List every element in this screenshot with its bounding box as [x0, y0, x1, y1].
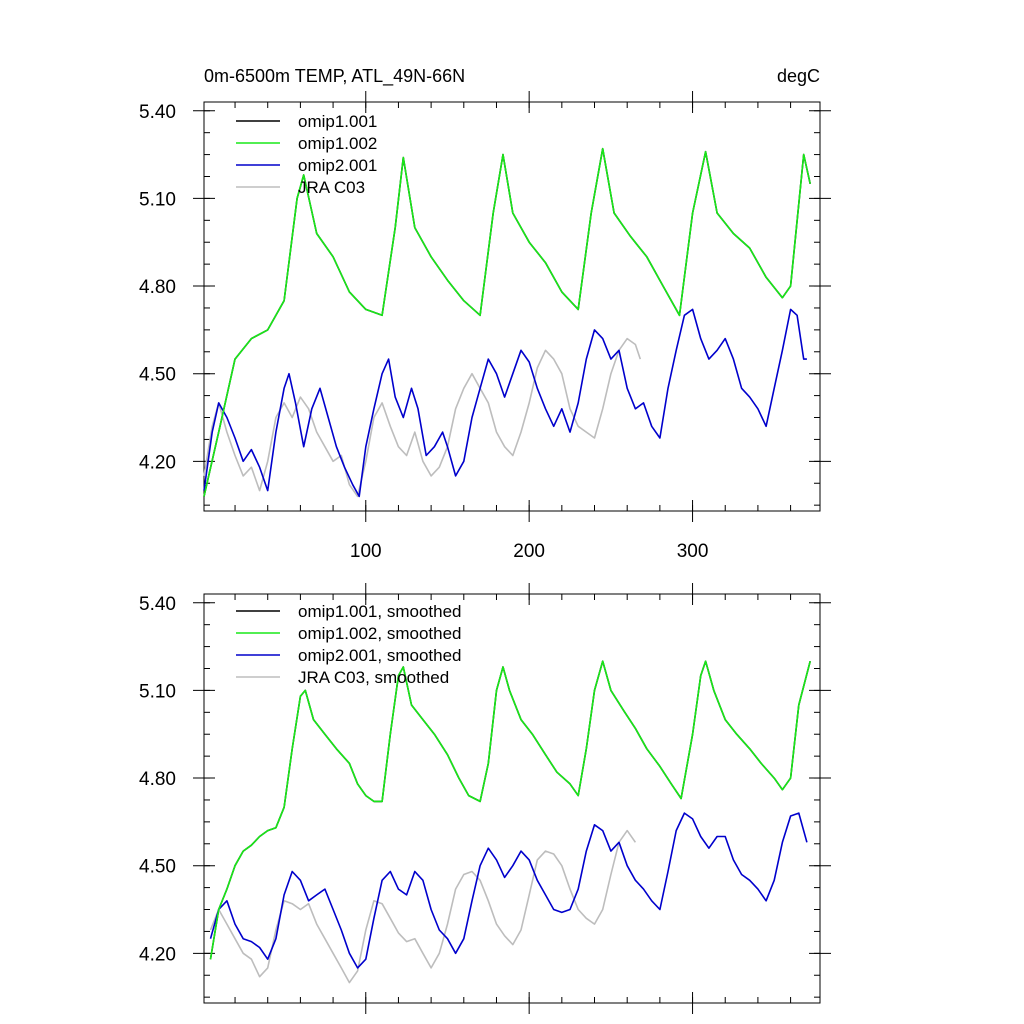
y-tick-label: 4.50	[139, 857, 176, 878]
legend-label: omip1.001, smoothed	[298, 602, 462, 621]
series-line	[209, 812, 808, 969]
legend-label: omip2.001, smoothed	[298, 646, 462, 665]
y-tick-label: 5.40	[139, 102, 176, 123]
panel-top: 0m-6500m TEMP, ATL_49N-66N degC 4.20 4.50…	[139, 66, 831, 562]
y-tick-label: 4.80	[139, 277, 176, 298]
series-line	[203, 308, 807, 498]
x-tick-label: 100	[350, 541, 382, 562]
plot-frame	[203, 101, 821, 512]
y-tick-label: 5.40	[139, 594, 176, 615]
legend-label: JRA C03	[298, 178, 365, 197]
legend-label: omip2.001	[298, 156, 377, 175]
units-label: degC	[777, 66, 820, 86]
legend-label: omip1.002, smoothed	[298, 624, 462, 643]
y-tick-label: 5.10	[139, 189, 176, 210]
panel-bottom: 4.20 4.50 4.80 5.10 5.40 omip1.001, smoothed o…	[139, 583, 831, 1014]
series-line	[203, 337, 642, 498]
legend-label: JRA C03, smoothed	[298, 668, 449, 687]
plot-frame	[203, 593, 821, 1004]
y-tick-label: 4.20	[139, 944, 176, 965]
y-tick-label: 4.50	[139, 365, 176, 386]
series-line	[209, 660, 811, 960]
x-tick-label: 300	[677, 541, 709, 562]
y-tick-label: 4.20	[139, 452, 176, 473]
panel-title: 0m-6500m TEMP, ATL_49N-66N	[204, 66, 465, 87]
x-tick-label: 200	[513, 541, 545, 562]
y-tick-label: 4.80	[139, 769, 176, 790]
series-line	[203, 147, 811, 497]
y-tick-label: 5.10	[139, 681, 176, 702]
series-line	[203, 147, 811, 497]
legend-label: omip1.002	[298, 134, 377, 153]
legend-label: omip1.001	[298, 112, 377, 131]
